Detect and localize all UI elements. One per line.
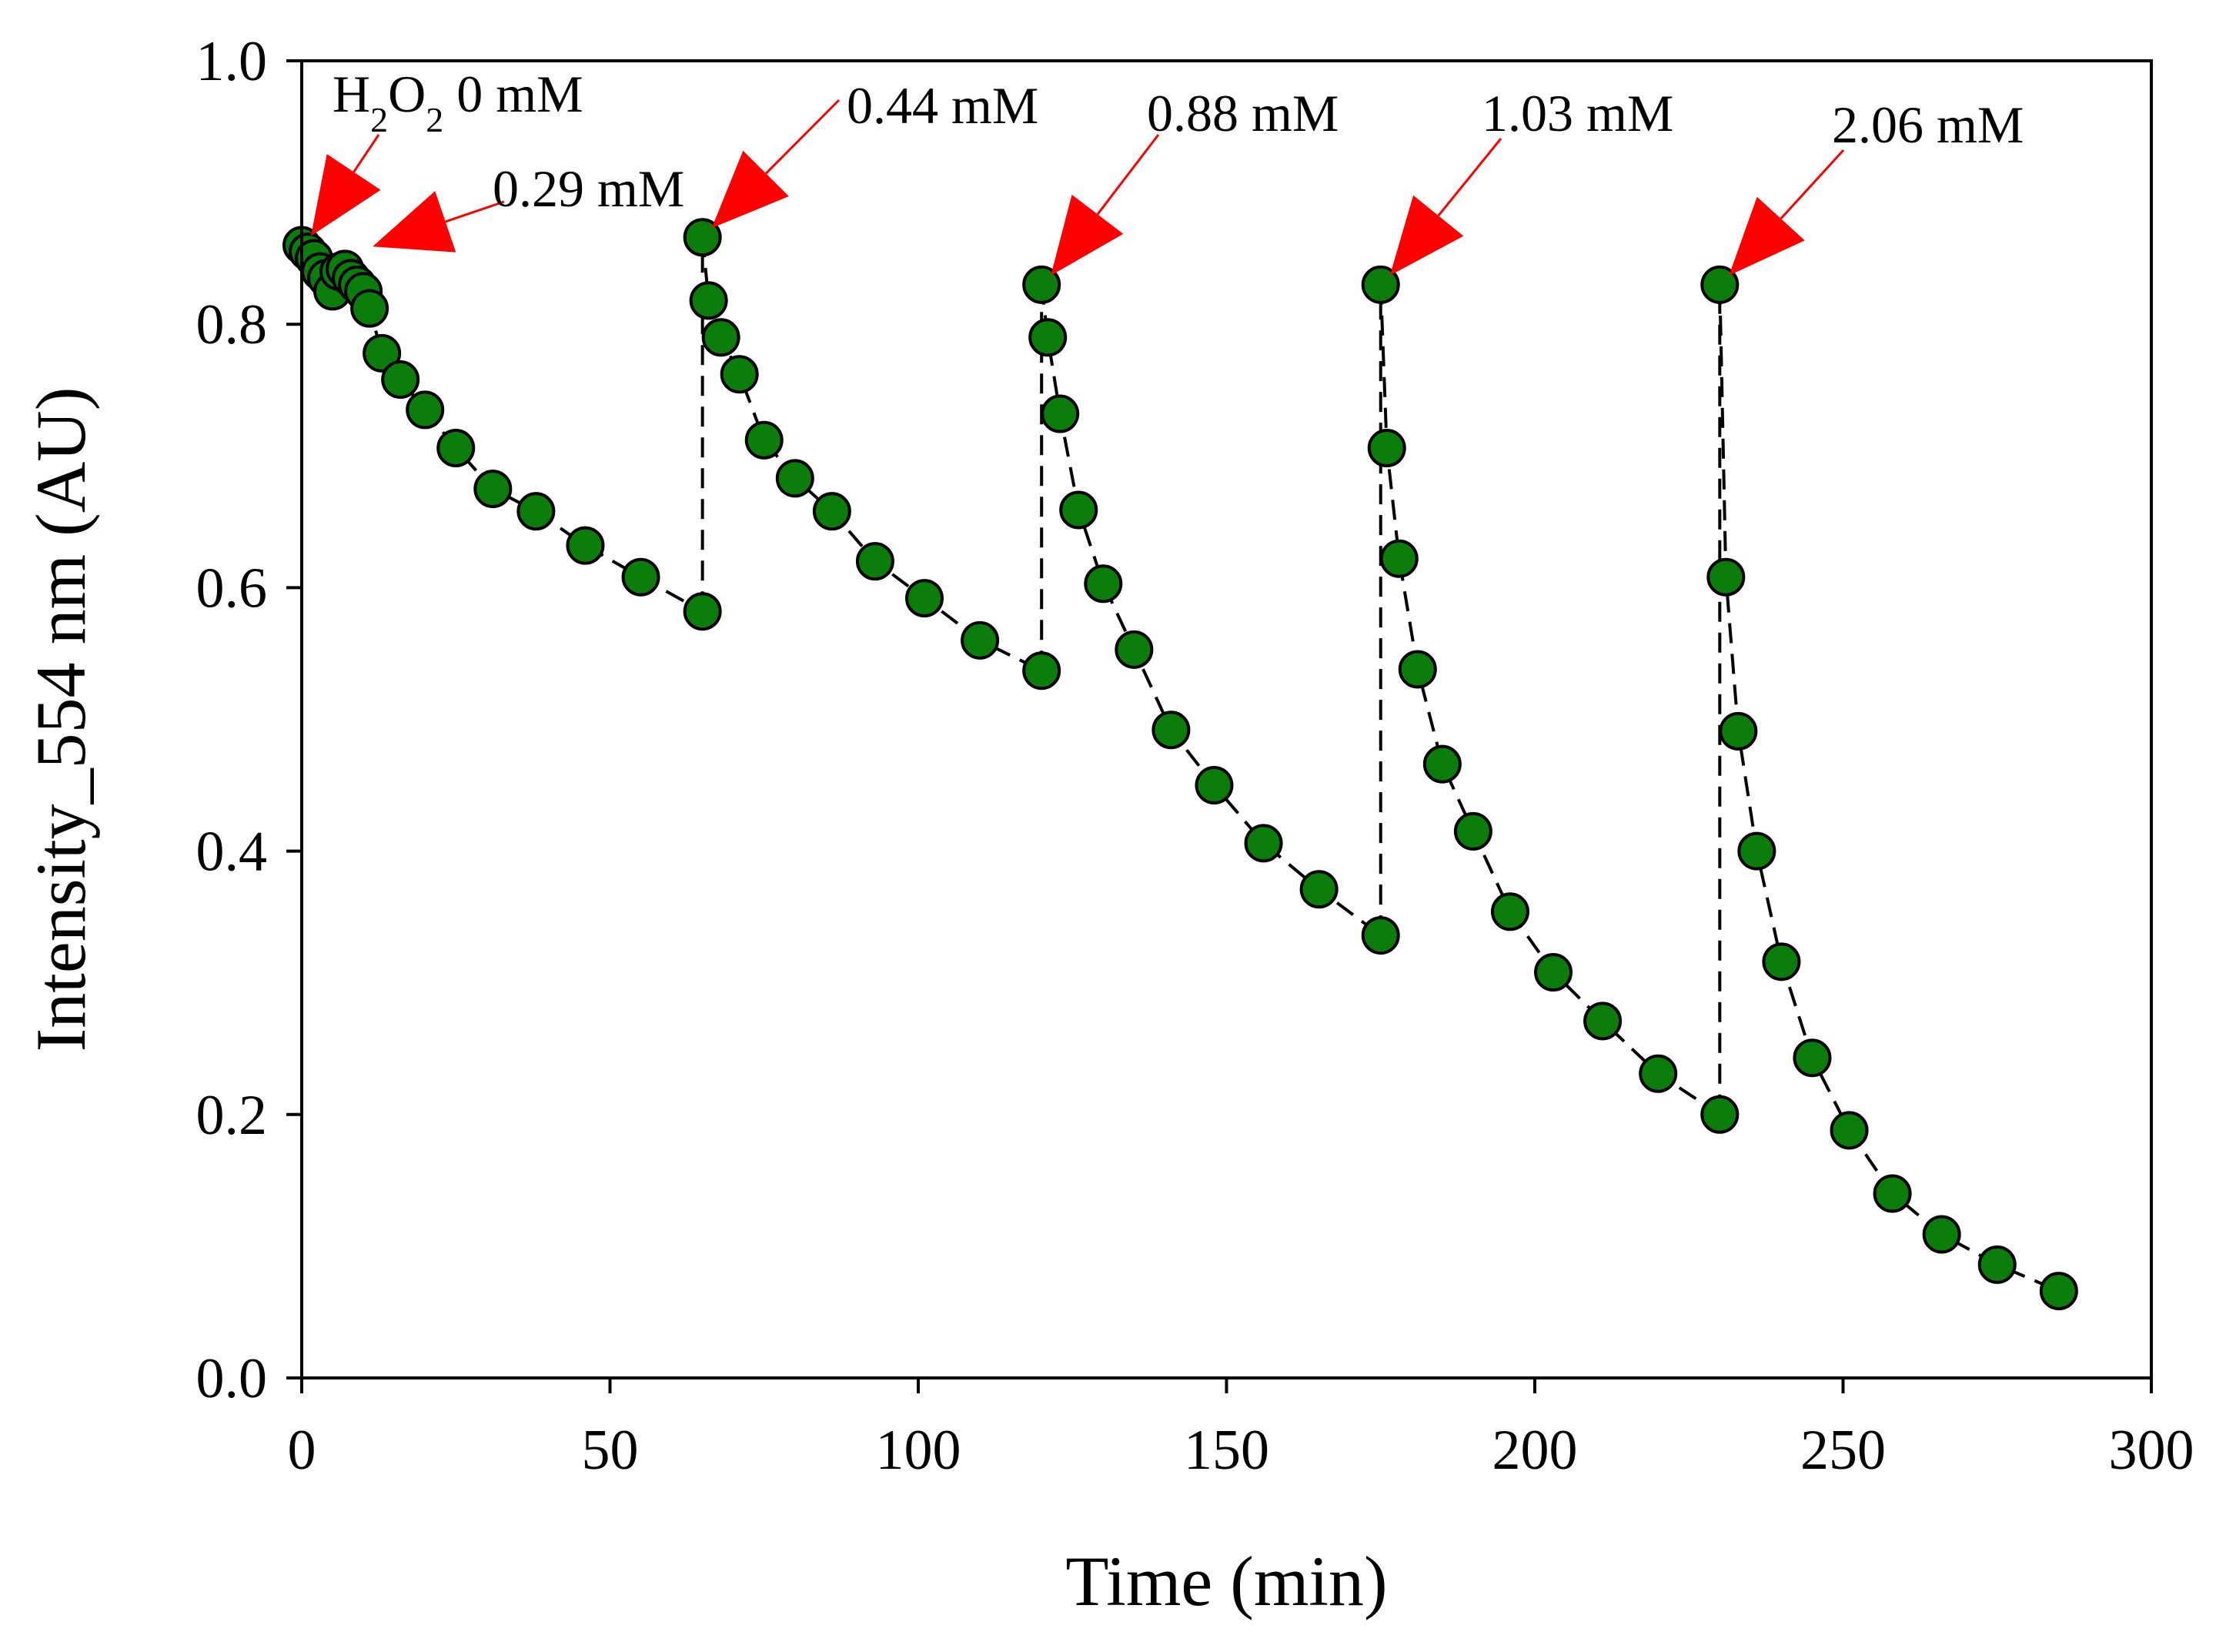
data-point bbox=[1041, 394, 1080, 433]
annotation-arrowhead bbox=[1051, 194, 1124, 276]
data-point bbox=[1151, 711, 1191, 750]
data-point bbox=[1299, 870, 1339, 909]
data-point bbox=[1873, 1174, 1912, 1213]
data-point bbox=[1059, 490, 1098, 530]
x-tick-label: 0 bbox=[288, 1419, 316, 1482]
data-point bbox=[905, 579, 944, 618]
data-point bbox=[1028, 318, 1068, 357]
data-point bbox=[2039, 1272, 2078, 1311]
annotation-label: 0.88 mM bbox=[1147, 84, 1339, 142]
data-point bbox=[1022, 265, 1061, 304]
data-point bbox=[744, 420, 784, 460]
y-tick-label: 1.0 bbox=[196, 30, 268, 93]
x-tick-label: 250 bbox=[1800, 1419, 1886, 1482]
annotation-arrowhead bbox=[311, 154, 381, 236]
data-point bbox=[406, 390, 445, 430]
data-point bbox=[363, 333, 402, 373]
data-point bbox=[1195, 766, 1234, 805]
data-point bbox=[1084, 564, 1123, 604]
data-point bbox=[1700, 265, 1740, 304]
axis-ticks: 0 50 100 150 200 250 300 0.0 0.2 0.4 0.6 0.8 1.0 bbox=[196, 30, 2194, 1482]
data-point bbox=[1922, 1215, 1961, 1254]
y-axis-title: Intensity_554 nm (AU) bbox=[22, 387, 100, 1052]
data-point bbox=[436, 429, 476, 468]
y-tick-label: 0.6 bbox=[196, 557, 268, 620]
data-point bbox=[775, 459, 814, 498]
data-point bbox=[683, 592, 722, 631]
data-point bbox=[1244, 824, 1283, 863]
data-point bbox=[1793, 1038, 1832, 1078]
data-point bbox=[1830, 1111, 1869, 1150]
data-point bbox=[516, 492, 556, 531]
data-point bbox=[1361, 916, 1400, 955]
series-points bbox=[282, 218, 2078, 1311]
data-point bbox=[1115, 630, 1154, 669]
data-point bbox=[855, 542, 894, 581]
x-axis-title: Time (min) bbox=[1065, 1542, 1387, 1620]
annotation-label: 0.29 mM bbox=[493, 159, 684, 218]
annotations: H2O2 0 mM 0.29 mM 0.44 mM 0.88 mM 1.03 mM 2.0… bbox=[311, 65, 2024, 276]
annotation-arrow-line bbox=[1437, 138, 1502, 217]
x-tick-label: 150 bbox=[1184, 1419, 1269, 1482]
data-point bbox=[566, 526, 605, 565]
data-point bbox=[1700, 1095, 1740, 1134]
data-point bbox=[473, 470, 513, 509]
annotation-arrow-line bbox=[1780, 149, 1845, 220]
data-point bbox=[683, 218, 722, 257]
series-lines bbox=[300, 237, 2060, 1293]
data-point bbox=[350, 289, 389, 328]
x-tick-label: 200 bbox=[1492, 1419, 1578, 1482]
x-tick-label: 300 bbox=[2109, 1419, 2194, 1482]
data-point bbox=[1022, 651, 1061, 691]
data-point bbox=[1398, 650, 1437, 689]
data-point bbox=[961, 620, 1000, 660]
plot-frame bbox=[300, 59, 2153, 1379]
data-point bbox=[381, 360, 420, 400]
x-tick-label: 50 bbox=[582, 1419, 639, 1482]
annotation-label: 1.03 mM bbox=[1482, 84, 1673, 142]
data-point bbox=[812, 492, 851, 531]
series-line bbox=[1040, 284, 1382, 937]
data-point bbox=[1719, 711, 1758, 751]
y-tick-label: 0.0 bbox=[196, 1347, 268, 1410]
y-tick-label: 0.4 bbox=[196, 821, 268, 884]
data-point bbox=[1762, 942, 1801, 982]
annotation-arrow-line bbox=[353, 134, 380, 173]
series-line bbox=[1718, 284, 2060, 1293]
annotation-label: 2.06 mM bbox=[1832, 95, 2024, 154]
y-tick-label: 0.2 bbox=[196, 1084, 268, 1147]
annotation-arrow-line bbox=[445, 200, 505, 223]
annotation-arrowhead bbox=[1729, 196, 1805, 276]
annotation-arrow-line bbox=[765, 99, 841, 175]
data-point bbox=[1422, 744, 1462, 784]
data-point bbox=[1977, 1245, 2017, 1284]
data-point bbox=[1737, 831, 1776, 871]
data-point bbox=[701, 318, 740, 357]
data-point bbox=[1379, 539, 1419, 578]
annotation-arrowhead bbox=[1389, 195, 1464, 276]
data-point bbox=[689, 281, 728, 320]
annotation-arrow-line bbox=[1096, 134, 1160, 216]
annotation-label: H2O2 0 mM bbox=[333, 65, 583, 139]
annotation-arrowhead bbox=[373, 191, 456, 252]
data-point bbox=[1367, 429, 1406, 468]
data-point bbox=[1453, 811, 1492, 851]
data-point bbox=[1361, 265, 1400, 304]
data-point bbox=[720, 355, 759, 394]
x-tick-label: 100 bbox=[876, 1419, 961, 1482]
data-point bbox=[1534, 953, 1573, 992]
data-point bbox=[1639, 1054, 1678, 1093]
data-point bbox=[1583, 1002, 1623, 1041]
data-point bbox=[1706, 557, 1746, 597]
data-point bbox=[621, 557, 660, 597]
y-tick-label: 0.8 bbox=[196, 293, 268, 356]
annotation-arrowhead bbox=[711, 150, 789, 229]
annotation-label: 0.44 mM bbox=[847, 76, 1038, 135]
data-point bbox=[1490, 892, 1529, 931]
